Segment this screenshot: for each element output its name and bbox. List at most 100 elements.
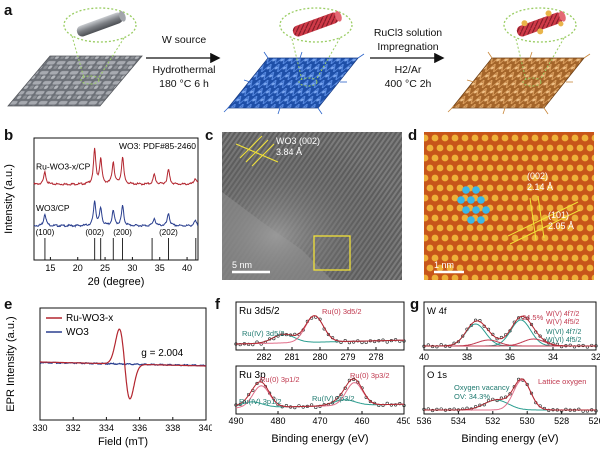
haadf-atom [506, 224, 514, 232]
haadf-atom [551, 154, 559, 162]
haadf-atom [476, 224, 484, 232]
haadf-atom [556, 264, 564, 272]
haadf-atom [546, 164, 554, 172]
haadf-atom [441, 154, 449, 162]
haadf-atom-highlight [462, 186, 470, 194]
haadf-atom [581, 174, 589, 182]
haadf-atom [556, 224, 564, 232]
o1s-xtick-label: 526 [588, 416, 600, 426]
xrd-series-ru-wo3 [33, 147, 199, 186]
xrd-reference-hkl: (200) [113, 228, 132, 237]
haadf-atom [441, 194, 449, 202]
scale-label-c: 5 nm [232, 260, 253, 270]
o1s-envelope [424, 378, 596, 411]
haadf-atom [476, 164, 484, 172]
epr-xtick-label: 332 [66, 423, 81, 433]
haadf-atom [501, 274, 509, 280]
haadf-atom [526, 164, 534, 172]
haadf-atom [576, 204, 584, 212]
haadf-atom [496, 224, 504, 232]
haadf-atom [501, 234, 509, 242]
haadf-atom [441, 254, 449, 262]
xrd-reference-label: WO3: PDF#85-2460 [119, 141, 196, 151]
haadf-atom [481, 134, 489, 142]
haadf-atom-highlight [457, 196, 465, 204]
haadf-atom [436, 244, 444, 252]
haadf-atom-highlight [467, 196, 475, 204]
panel-label-f: f [215, 296, 220, 313]
haadf-atom [581, 134, 589, 142]
w-o-xps-chart: 40 38 36 34 32 W 4f 24.5% W(V) 4f7/2W(V) 4f5/2 W… [416, 301, 600, 445]
haadf-atom [441, 214, 449, 222]
haadf-atom [466, 224, 474, 232]
haadf-atom [586, 144, 594, 152]
ru3p-envelope [235, 378, 404, 408]
haadf-atom [556, 164, 564, 172]
ru3d-envelope [236, 315, 404, 345]
xrd-ylabel: Intensity (a.u.) [3, 164, 15, 234]
haadf-atom [471, 274, 479, 280]
o1s-xtick-label: 528 [554, 416, 569, 426]
ru3p-xtick-label: 480 [270, 416, 285, 426]
haadf-atom [466, 244, 474, 252]
haadf-atom [571, 274, 579, 280]
haadf-atom [526, 144, 534, 152]
xrd-xlabel: 2θ (degree) [88, 276, 145, 288]
haadf-atom [486, 184, 494, 192]
haadf-atom [451, 194, 459, 202]
haadf-atom [496, 184, 504, 192]
haadf-atom [471, 134, 479, 142]
haadf-atom [536, 264, 544, 272]
haadf-atom [431, 254, 439, 262]
haadf-atom [486, 224, 494, 232]
haadf-atom [571, 194, 579, 202]
haadf-atom [491, 134, 499, 142]
haadf-atom [581, 154, 589, 162]
haadf-atom [571, 154, 579, 162]
haadf-atom [491, 234, 499, 242]
haadf-atom [461, 154, 469, 162]
haadf-atom [511, 234, 519, 242]
o1s-xtick-label: 534 [451, 416, 466, 426]
ru3d-title: Ru 3d5/2 [239, 306, 280, 317]
w4f-data-point [516, 316, 521, 320]
haadf-atom [586, 204, 594, 212]
haadf-atom [446, 204, 454, 212]
panel-label-a: a [4, 2, 13, 19]
haadf-atom [566, 224, 574, 232]
haadf-atom [466, 264, 474, 272]
haadf-atom [486, 144, 494, 152]
haadf-atom [551, 234, 559, 242]
w4f-percent: 24.5% [522, 313, 544, 322]
haadf-atom [551, 214, 559, 222]
step2-text-4: 400 °C 2h [384, 78, 432, 90]
haadf-atom [551, 194, 559, 202]
haadf-atom [451, 134, 459, 142]
haadf-atom [461, 214, 469, 222]
ru3p-peak-label: Ru(0) 3p1/2 [260, 375, 300, 384]
haadf-atom [531, 134, 539, 142]
haadf-atom [426, 264, 434, 272]
haadf-atom [586, 244, 594, 252]
haadf-atom [436, 224, 444, 232]
ru3p-data-point [255, 381, 259, 386]
scale-label-d: 1 nm [434, 260, 455, 270]
haadf-atom [541, 274, 549, 280]
haadf-atom [591, 154, 594, 162]
haadf-atom [531, 174, 539, 182]
w4f-title: W 4f [427, 306, 447, 317]
haadf-atom [491, 254, 499, 262]
epr-legend-label: WO3 [66, 327, 89, 338]
haadf-atom-highlight [482, 206, 490, 214]
haadf-atom [456, 264, 464, 272]
ru3d-xtick-label: 281 [284, 352, 299, 362]
haadf-atom [571, 254, 579, 262]
haadf-atom [461, 134, 469, 142]
haadf-atom [431, 194, 439, 202]
haadf-atom [586, 224, 594, 232]
haadf-atom [436, 204, 444, 212]
ru3d-data-point [238, 342, 242, 347]
haadf-annotation-1a: (002) [527, 171, 549, 181]
step2-text-3: H2/Ar [394, 64, 422, 76]
haadf-atom [456, 244, 464, 252]
